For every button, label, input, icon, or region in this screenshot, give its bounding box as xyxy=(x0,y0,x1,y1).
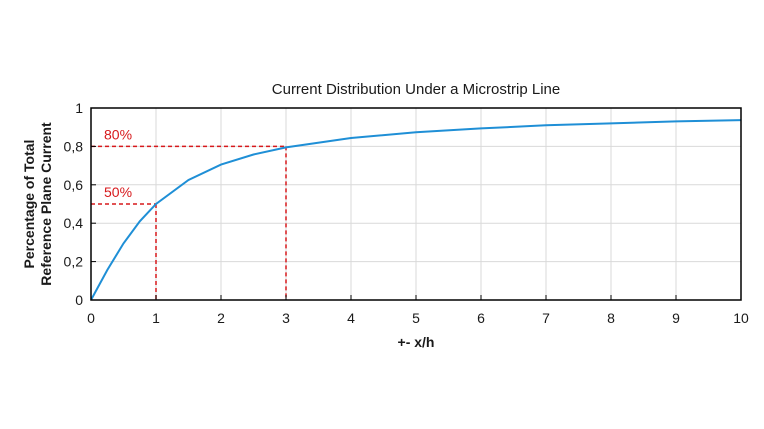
y-tick-label: 0,6 xyxy=(64,177,84,193)
x-tick-label: 0 xyxy=(87,310,95,326)
grid xyxy=(91,108,741,300)
series-line xyxy=(90,119,742,301)
x-tick-label: 6 xyxy=(477,310,485,326)
x-tick-label: 10 xyxy=(733,310,749,326)
x-tick-label: 8 xyxy=(607,310,615,326)
y-tick-label: 1 xyxy=(75,100,83,116)
annotation-guides xyxy=(91,145,287,300)
ticks: 0 1 2 3 4 5 6 7 8 9 10 0 0,2 0,4 0,6 0,8 1 xyxy=(64,100,749,326)
x-tick-label: 4 xyxy=(347,310,355,326)
y-tick-label: 0,4 xyxy=(64,215,84,231)
y-tick-label: 0,2 xyxy=(64,254,84,270)
x-tick-label: 7 xyxy=(542,310,550,326)
y-tick-label: 0,8 xyxy=(64,138,84,154)
x-axis-label: +- x/h xyxy=(398,334,435,350)
y-tick-label: 0 xyxy=(75,292,83,308)
annotation-label: 50% xyxy=(104,184,132,200)
y-axis-label: Percentage of Total Reference Plane Curr… xyxy=(21,122,54,286)
y-axis-label-line-2: Reference Plane Current xyxy=(38,122,54,286)
x-tick-label: 1 xyxy=(152,310,160,326)
chart-title: Current Distribution Under a Microstrip … xyxy=(272,81,560,98)
x-tick-label: 5 xyxy=(412,310,420,326)
x-tick-label: 9 xyxy=(672,310,680,326)
annotation-labels: 50% 80% xyxy=(104,126,132,200)
y-axis-label-line-1: Percentage of Total xyxy=(21,140,37,269)
annotation-label: 80% xyxy=(104,126,132,142)
x-tick-label: 2 xyxy=(217,310,225,326)
x-tick-label: 3 xyxy=(282,310,290,326)
